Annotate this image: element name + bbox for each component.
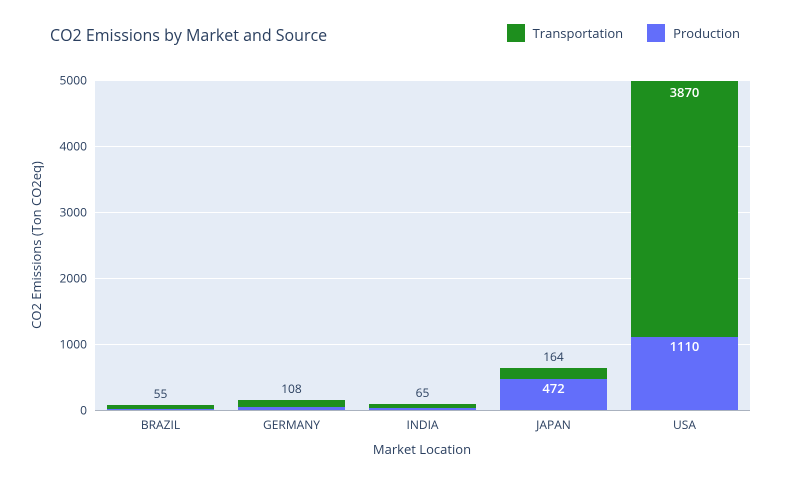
bar-value-label: 65	[369, 384, 476, 401]
bar-production[interactable]	[369, 408, 476, 410]
legend-label-production: Production	[673, 24, 740, 42]
x-tick-label: USA	[673, 416, 696, 433]
legend-label-transportation: Transportation	[533, 24, 624, 42]
legend-swatch-production	[647, 24, 665, 42]
bar-value-label: 55	[107, 385, 214, 402]
legend-swatch-transportation	[507, 24, 525, 42]
y-tick-label: 2000	[60, 270, 87, 287]
chart-container: CO2 Emissions by Market and Source Trans…	[0, 0, 800, 500]
bar-transportation[interactable]	[631, 81, 738, 336]
legend: Transportation Production	[507, 24, 740, 42]
y-tick-label: 0	[80, 402, 87, 419]
bar-value-label: 164	[500, 348, 607, 365]
bar-value-label: 472	[500, 379, 607, 397]
x-tick-label: GERMANY	[263, 416, 320, 433]
plot-area: 010002000300040005000BRAZIL55GERMANY108I…	[95, 80, 750, 410]
x-axis-title: Market Location	[373, 440, 471, 458]
bar-transportation[interactable]	[369, 404, 476, 408]
x-tick-label: BRAZIL	[141, 416, 180, 433]
chart-title: CO2 Emissions by Market and Source	[50, 24, 327, 46]
x-tick-label: JAPAN	[536, 416, 571, 433]
y-tick-label: 4000	[60, 138, 87, 155]
bar-value-label: 1110	[631, 337, 738, 355]
bar-production[interactable]	[238, 407, 345, 410]
y-tick-label: 3000	[60, 204, 87, 221]
legend-item-transportation[interactable]: Transportation	[507, 24, 624, 42]
y-axis-title: CO2 Emissions (Ton CO2eq)	[27, 161, 45, 329]
x-axis-line	[95, 410, 750, 411]
bar-production[interactable]	[107, 409, 214, 410]
bar-value-label: 108	[238, 380, 345, 397]
bar-transportation[interactable]	[107, 405, 214, 409]
y-tick-label: 5000	[60, 72, 87, 89]
bar-transportation[interactable]	[238, 400, 345, 407]
bar-transportation[interactable]	[500, 368, 607, 379]
legend-item-production[interactable]: Production	[647, 24, 740, 42]
bar-value-label: 3870	[631, 83, 738, 101]
y-tick-label: 1000	[60, 336, 87, 353]
x-tick-label: INDIA	[406, 416, 438, 433]
